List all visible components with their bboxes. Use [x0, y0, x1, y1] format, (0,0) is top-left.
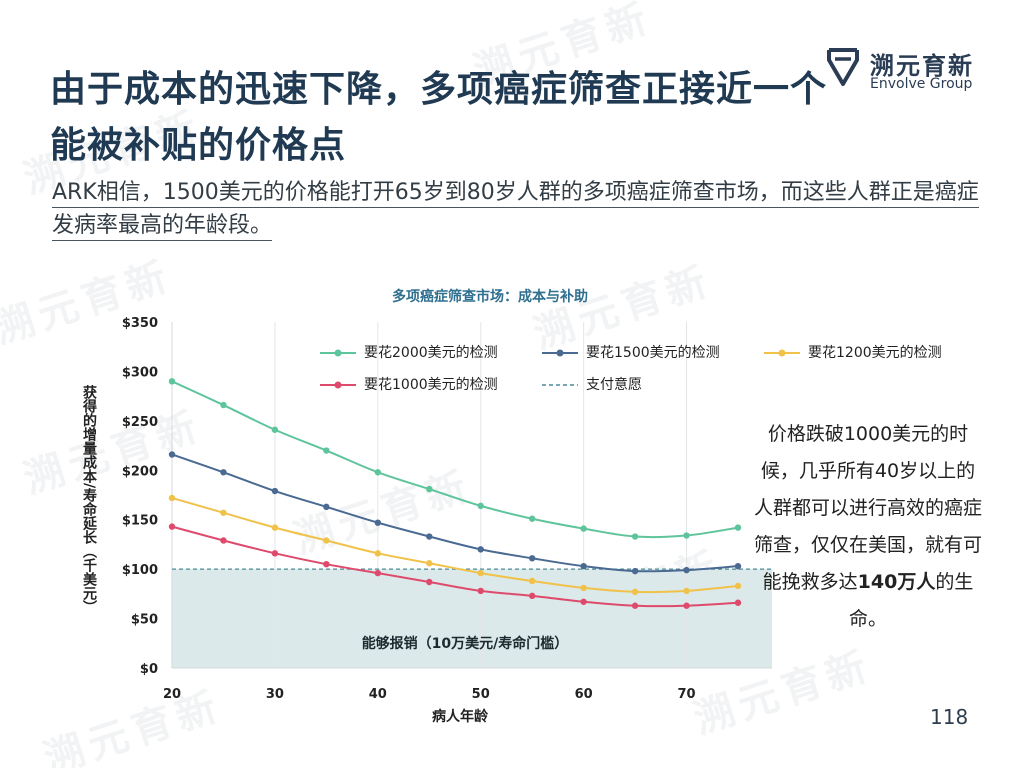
series-2-point-65: [631, 588, 639, 596]
series-1-point-55: [528, 555, 536, 562]
series-1-point-70: [683, 566, 690, 574]
series-0-point-45: [426, 485, 433, 493]
x-tick-label: 50: [472, 687, 490, 702]
series-0-point-70: [683, 532, 690, 539]
series-2-point-70: [683, 587, 690, 595]
y-tick-label: $350: [122, 316, 158, 331]
annotation-text-after: 的生命。: [848, 571, 974, 630]
series-line-3: [171, 525, 739, 608]
legend-swatch-1200: [762, 343, 802, 363]
logo-text-cn: 溯元育新: [870, 52, 974, 80]
series-0-point-50: [477, 502, 484, 510]
legend-label-willingness: 支付意愿: [586, 377, 642, 393]
series-0-point-35: [323, 447, 330, 454]
series-line-2: [171, 497, 739, 594]
x-axis-label: 病人年龄: [432, 709, 488, 725]
series-1-point-75: [734, 562, 742, 570]
series-0-point-75: [734, 524, 742, 531]
series-1-point-20: [168, 451, 176, 458]
annotation-callout: 价格跌破1000美元的时候，几乎所有40岁以上的人群都可以进行高效的癌症筛查，仅…: [752, 416, 984, 638]
y-tick-label: $250: [122, 415, 158, 430]
legend-item-1000: 要花1000美元的检测: [318, 375, 498, 395]
series-0-point-30: [271, 426, 279, 433]
series-2-point-30: [271, 524, 279, 531]
annotation-text-before: 价格跌破1000美元的时候，几乎所有40岁以上的人群都可以进行高效的癌症筛查，仅…: [753, 423, 982, 593]
series-3-point-45: [426, 578, 433, 586]
legend-label-1200: 要花1200美元的检测: [808, 345, 942, 361]
chart-title: 多项癌症筛查市场：成本与补助: [392, 289, 588, 305]
series-3-point-50: [477, 587, 484, 595]
x-tick-label: 70: [677, 687, 695, 702]
series-3-point-25: [220, 537, 227, 544]
series-2-point-50: [477, 569, 484, 577]
legend-label-1500: 要花1500美元的检测: [586, 345, 720, 361]
series-2-point-35: [323, 537, 330, 544]
annotation-highlight: 140万人: [857, 571, 936, 593]
series-1-point-40: [374, 519, 382, 526]
y-tick-label: $200: [122, 464, 158, 479]
y-tick-label: $300: [122, 365, 158, 380]
series-2-point-45: [426, 560, 433, 567]
x-tick-label: 60: [575, 687, 593, 702]
series-3-point-30: [271, 550, 279, 557]
series-1-point-25: [220, 469, 227, 476]
series-0-point-40: [374, 469, 382, 476]
brand-logo: 溯元育新 Envolve Group: [826, 44, 986, 96]
series-0-point-55: [528, 515, 536, 522]
series-1-point-35: [323, 503, 330, 511]
series-2-point-55: [528, 577, 536, 585]
y-tick-label: $50: [131, 613, 158, 628]
x-tick-label: 40: [369, 687, 387, 702]
series-2-point-20: [168, 494, 176, 502]
y-tick-label: $0: [140, 662, 158, 677]
page-subtitle: ARK相信，1500美元的价格能打开65岁到80岁人群的多项癌症筛查市场，而这些…: [52, 176, 982, 242]
x-tick-label: 30: [266, 687, 284, 702]
reimbursable-region-label: 能够报销（10万美元/寿命门槛）: [361, 636, 569, 652]
y-tick-label: $150: [122, 514, 158, 529]
legend-label-2000: 要花2000美元的检测: [364, 345, 498, 361]
series-3-point-55: [528, 592, 536, 600]
legend-swatch-willingness: [540, 375, 580, 395]
legend-item-willingness: 支付意愿: [540, 375, 642, 395]
series-2-point-75: [734, 582, 742, 590]
logo-mark-icon: [827, 48, 859, 86]
legend-item-1200: 要花1200美元的检测: [762, 343, 942, 363]
series-3-point-65: [631, 602, 639, 609]
series-3-point-20: [168, 523, 176, 530]
series-0-point-60: [580, 525, 587, 532]
series-0-point-25: [220, 401, 227, 409]
series-3-point-35: [323, 561, 330, 568]
series-3-point-40: [374, 569, 382, 577]
series-2-point-60: [580, 584, 587, 592]
legend-item-2000: 要花2000美元的检测: [318, 343, 498, 363]
series-1-point-30: [271, 487, 279, 495]
legend-label-1000: 要花1000美元的检测: [364, 377, 498, 393]
series-2-point-40: [374, 550, 382, 557]
series-0-point-65: [631, 533, 639, 540]
reimbursable-region: [172, 569, 772, 668]
legend-swatch-2000: [318, 343, 358, 363]
legend-swatch-1000: [318, 375, 358, 395]
page-number: 118: [930, 705, 969, 729]
legend-swatch-1500: [540, 343, 580, 363]
series-1-point-60: [580, 562, 587, 570]
logo-text-en: Envolve Group: [870, 76, 973, 92]
legend-item-1500: 要花1500美元的检测: [540, 343, 720, 363]
series-0-point-20: [168, 378, 176, 385]
series-1-point-65: [631, 567, 639, 575]
series-line-1: [171, 453, 739, 573]
page-title: 由于成本的迅速下降，多项癌症筛查正接近一个能被补贴的价格点: [50, 69, 828, 166]
series-2-point-25: [220, 509, 227, 516]
series-line-0: [171, 380, 739, 539]
x-tick-label: 20: [163, 687, 181, 702]
series-3-point-60: [580, 598, 587, 605]
series-1-point-50: [477, 546, 484, 553]
series-3-point-70: [683, 602, 690, 609]
series-1-point-45: [426, 533, 433, 540]
series-3-point-75: [734, 599, 742, 606]
y-tick-label: $100: [122, 563, 158, 578]
subtitle-text: ARK相信，1500美元的价格能打开65岁到80岁人群的多项癌症筛查市场，而这些…: [52, 180, 979, 241]
y-axis-label: 获得的增量成本/寿命延长（千美元）: [81, 385, 97, 615]
